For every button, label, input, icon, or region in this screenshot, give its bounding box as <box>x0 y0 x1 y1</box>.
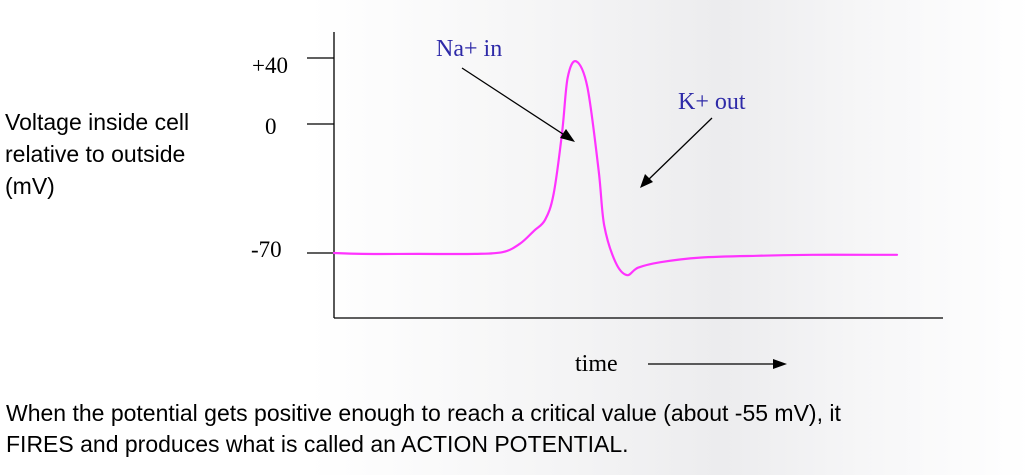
y-axis-label-line-3: (mV) <box>5 173 55 199</box>
action-potential-trace <box>332 60 899 277</box>
annotation-k-out-arrow <box>645 117 713 183</box>
annotation-k-out: K+ out <box>678 89 746 115</box>
annotation-k-out-arrowhead <box>640 174 653 188</box>
y-tick-label-plus40: +40 <box>252 53 288 78</box>
action-potential-chart: Voltage inside cell relative to outside … <box>5 32 943 377</box>
caption-line-1: When the potential gets positive enough … <box>6 400 841 426</box>
y-axis-label: Voltage inside cell relative to outside … <box>5 109 196 199</box>
annotation-na-in-arrowhead <box>560 129 575 142</box>
caption-line-2: FIRES and produces what is called an ACT… <box>6 431 629 457</box>
x-axis-label: time <box>575 351 618 377</box>
y-axis-label-line-2: relative to outside <box>5 141 185 167</box>
time-arrowhead <box>773 359 787 369</box>
y-axis-label-line-1: Voltage inside cell <box>5 109 189 135</box>
caption: When the potential gets positive enough … <box>6 398 1026 460</box>
annotation-na-in: Na+ in <box>436 36 502 62</box>
y-tick-label-minus70: -70 <box>251 237 282 262</box>
annotation-na-in-arrow <box>461 67 570 139</box>
y-tick-label-0: 0 <box>265 114 277 139</box>
